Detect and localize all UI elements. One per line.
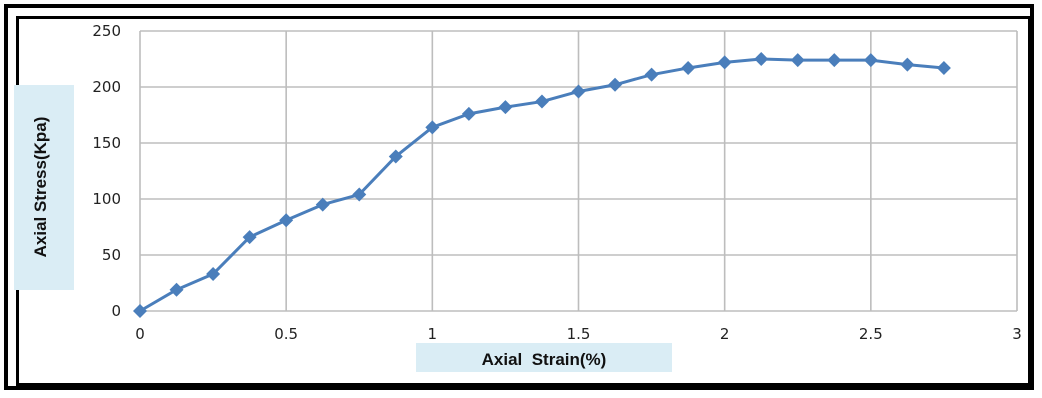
y-tick-label: 0 bbox=[111, 302, 121, 320]
x-tick-label: 0 bbox=[135, 325, 145, 343]
x-axis-title: Axial Strain(%) bbox=[416, 343, 672, 372]
y-tick-label: 150 bbox=[92, 134, 121, 152]
series-group bbox=[133, 52, 951, 318]
data-point bbox=[608, 77, 623, 92]
figure-outer-frame bbox=[4, 4, 1034, 390]
data-point bbox=[790, 53, 805, 68]
y-tick-label: 50 bbox=[102, 246, 121, 264]
data-point bbox=[571, 84, 586, 99]
chart-frame bbox=[16, 16, 1031, 386]
data-point bbox=[206, 267, 221, 282]
data-point bbox=[827, 53, 842, 68]
data-point bbox=[936, 60, 951, 75]
x-tick-label: 2.5 bbox=[859, 325, 883, 343]
data-point bbox=[754, 52, 769, 66]
y-tick-label: 100 bbox=[92, 190, 121, 208]
data-point bbox=[315, 197, 330, 212]
y-axis-ticks: 0 50 100 150 200 250 bbox=[92, 22, 121, 320]
data-point bbox=[534, 94, 549, 109]
data-point bbox=[717, 55, 732, 70]
x-tick-label: 2 bbox=[720, 325, 730, 343]
x-axis-ticks: 0 0.5 1 1.5 2 2.5 3 bbox=[135, 325, 1022, 343]
data-point bbox=[279, 213, 294, 228]
data-point bbox=[388, 149, 403, 164]
data-point bbox=[425, 120, 440, 135]
data-point bbox=[863, 53, 878, 68]
data-point bbox=[900, 57, 915, 72]
grid bbox=[139, 30, 1018, 312]
data-point bbox=[644, 67, 659, 82]
data-point bbox=[169, 282, 184, 297]
data-point bbox=[681, 60, 696, 75]
y-axis-title: Axial Stress(Kpa) bbox=[14, 85, 74, 290]
data-point bbox=[461, 106, 476, 121]
y-axis-label: Axial Stress(Kpa) bbox=[31, 117, 50, 258]
x-tick-label: 0.5 bbox=[274, 325, 298, 343]
x-tick-label: 1 bbox=[428, 325, 438, 343]
y-tick-label: 250 bbox=[92, 22, 121, 40]
y-tick-label: 200 bbox=[92, 78, 121, 96]
x-tick-label: 3 bbox=[1012, 325, 1022, 343]
data-point bbox=[133, 304, 147, 318]
data-point bbox=[242, 230, 257, 245]
x-tick-label: 1.5 bbox=[567, 325, 591, 343]
data-point bbox=[352, 187, 367, 202]
data-point bbox=[498, 100, 513, 115]
x-axis-label: Axial Strain(%) bbox=[482, 350, 607, 369]
